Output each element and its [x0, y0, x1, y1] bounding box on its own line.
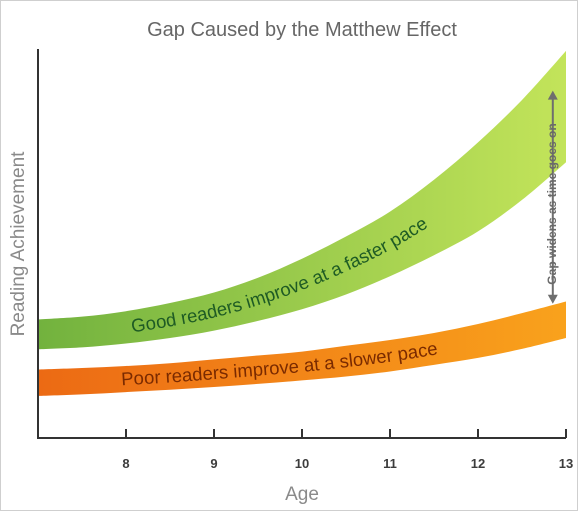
x-axis-title: Age — [285, 484, 319, 505]
gap-annotation: Gap widens as time goes on — [545, 123, 559, 284]
x-tick-label-8: 8 — [122, 456, 129, 471]
x-tick-label-13: 13 — [559, 456, 573, 471]
x-tick-label-11: 11 — [383, 456, 397, 471]
x-axis-ticks: 8 9 10 11 12 13 — [122, 429, 573, 471]
x-tick-label-9: 9 — [210, 456, 217, 471]
gap-arrow-head-down — [547, 294, 558, 304]
y-axis-title: Reading Achievement — [8, 151, 29, 337]
chart-title: Gap Caused by the Matthew Effect — [147, 19, 457, 41]
x-tick-label-12: 12 — [471, 456, 485, 471]
gap-arrow-head-up — [547, 90, 558, 100]
x-tick-label-10: 10 — [295, 456, 309, 471]
good-readers-band — [38, 50, 566, 350]
poor-readers-band — [38, 301, 566, 396]
gap-arrow — [547, 90, 558, 304]
